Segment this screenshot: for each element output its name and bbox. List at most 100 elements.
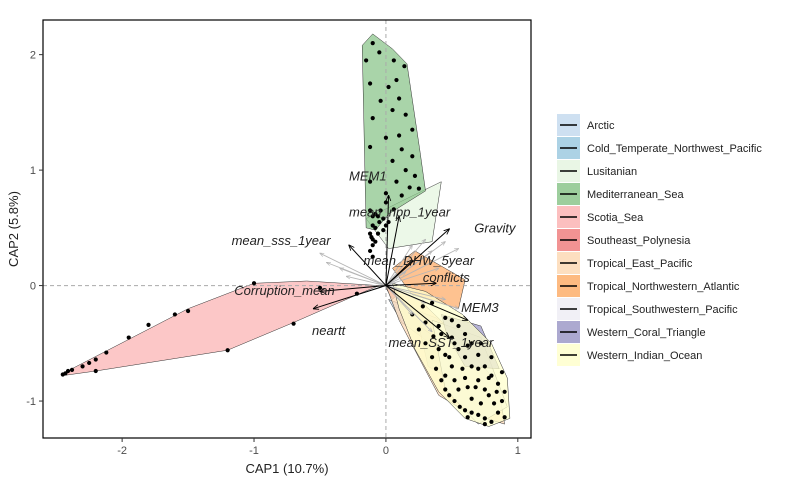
x-tick-label: 0 (383, 445, 389, 457)
legend-label: Tropical_East_Pacific (587, 258, 693, 270)
vector-mean-dhw-5year (385, 260, 412, 286)
point (367, 231, 373, 236)
point (476, 366, 481, 371)
point (486, 393, 491, 398)
point (456, 346, 461, 352)
x-tick-label: -1 (249, 445, 259, 457)
point (367, 208, 373, 213)
faint-vector (385, 285, 459, 309)
point (87, 360, 92, 366)
reference-lines (43, 20, 531, 438)
point (377, 219, 382, 225)
point (495, 381, 501, 386)
point (370, 254, 375, 259)
point (416, 186, 421, 191)
point (172, 312, 177, 317)
point (383, 191, 389, 196)
point (126, 335, 131, 340)
point (499, 370, 505, 375)
point (443, 387, 448, 392)
point (381, 228, 386, 233)
axes: -2 -1 0 1 -1 0 1 2 CAP1 (10.7%) CAP2 (5.8%) (6, 19, 532, 476)
x-axis-title: CAP1 (10.7%) (245, 461, 328, 476)
point (367, 144, 373, 150)
point (456, 323, 461, 329)
point (449, 364, 454, 369)
faint-vector (385, 249, 459, 286)
vector-mem1 (385, 196, 389, 286)
legend: Arctic Cold_Temperate_Northwest_Pacific Lu… (557, 114, 762, 366)
point (443, 352, 448, 357)
legend-item: Tropical_East_Pacific (557, 252, 693, 274)
legend-item: Scotia_Sea (557, 206, 644, 228)
point (423, 341, 428, 346)
point (457, 404, 462, 409)
point (399, 193, 404, 198)
legend-item: Arctic (557, 114, 615, 136)
point (369, 234, 374, 240)
point (93, 357, 98, 362)
legend-label: Cold_Temperate_Northwest_Pacific (587, 143, 762, 155)
faint-vector (385, 245, 412, 286)
site-points (60, 40, 507, 427)
vector-mean-sss-1year (349, 245, 387, 286)
point (473, 385, 478, 390)
vector-mean-sst-1year (385, 285, 449, 338)
point (486, 375, 491, 381)
point (370, 243, 375, 248)
point (377, 50, 382, 55)
point (383, 135, 389, 140)
point (469, 396, 474, 401)
point (433, 366, 439, 371)
faint-vector (385, 239, 426, 286)
faint-vector (340, 268, 387, 287)
point (403, 168, 408, 173)
point (436, 323, 441, 329)
legend-item: Tropical_Southwestern_Pacific (557, 298, 738, 320)
point (443, 373, 448, 378)
legend-label: Mediterranean_Sea (587, 189, 685, 201)
hull-mediterranean-sea (361, 33, 426, 231)
point (476, 378, 481, 383)
point (429, 300, 435, 306)
legend-label: Lusitanian (587, 166, 637, 178)
y-tick-label: 0 (30, 281, 36, 293)
point (460, 366, 465, 371)
point (378, 208, 383, 213)
point (462, 375, 468, 381)
vector-mem3 (385, 285, 468, 321)
point (482, 416, 487, 421)
point (429, 355, 435, 360)
point (373, 239, 378, 244)
legend-label: Arctic (587, 120, 615, 132)
point (104, 350, 109, 355)
point (449, 335, 454, 340)
point (403, 112, 408, 117)
point (478, 401, 483, 406)
point (291, 321, 296, 326)
point (367, 248, 373, 254)
point (462, 331, 468, 337)
point (383, 223, 389, 228)
plot-panel-border (42, 19, 532, 439)
point (383, 200, 389, 205)
point (397, 96, 402, 101)
y-axis-title: CAP2 (5.8%) (6, 191, 21, 267)
point (439, 378, 444, 383)
legend-label: Tropical_Southwestern_Pacific (587, 304, 738, 316)
point (469, 341, 474, 346)
x-tick-label: 1 (515, 445, 521, 457)
point (410, 154, 415, 159)
point (69, 367, 75, 372)
point (449, 318, 454, 323)
point (465, 415, 470, 420)
point (407, 185, 412, 190)
point (443, 315, 448, 321)
point (370, 40, 375, 46)
legend-label: Tropical_Northwestern_Atlantic (587, 281, 740, 293)
point (386, 219, 391, 225)
point (452, 398, 457, 404)
faint-vector (320, 253, 387, 286)
point (491, 401, 497, 406)
point (482, 422, 487, 427)
